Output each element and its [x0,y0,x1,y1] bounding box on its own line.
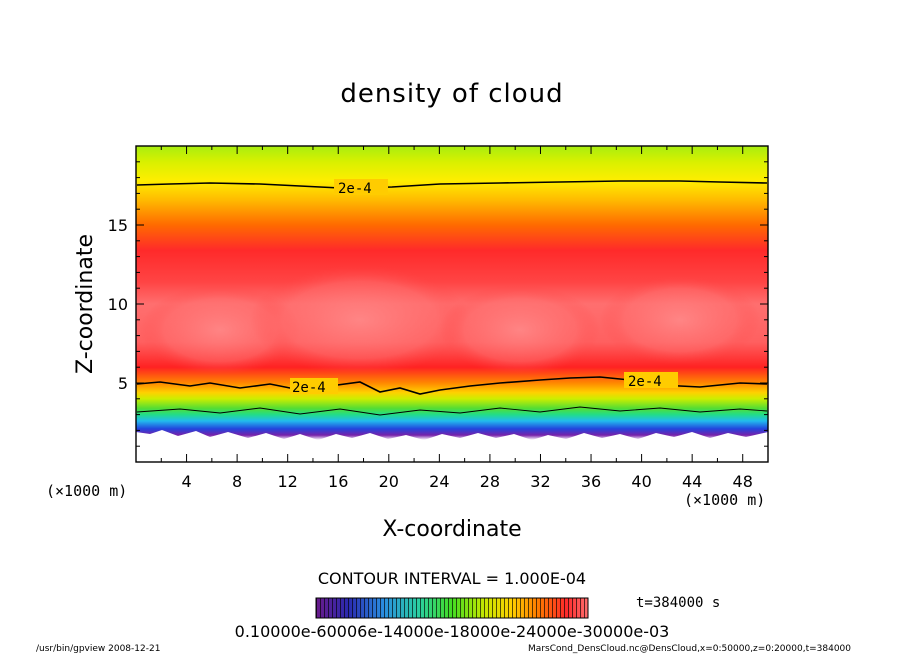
x-axis-unit-right: (×1000 m) [684,491,765,509]
time-label: t=384000 s [636,595,720,611]
y-tick-label: 15 [108,216,128,235]
y-tick-label: 5 [118,374,128,393]
x-tick-label: 4 [181,472,191,491]
x-tick-label: 8 [232,472,242,491]
plume-2 [250,265,470,375]
x-tick-label: 28 [480,472,500,491]
x-tick-label: 32 [530,472,550,491]
y-tick-label: 10 [108,295,128,314]
x-tick-label: 20 [379,472,399,491]
colorbar-tick-labels: 0.10000e-60006e-14000e-18000e-24000e-300… [235,622,670,641]
footer-left: /usr/bin/gpview 2008-12-21 [36,644,160,654]
x-axis-unit-left: (×1000 m) [46,482,127,500]
contour-label-bg-upper [334,179,388,195]
x-tick-label: 44 [682,472,702,491]
contour-label-bg-lower-2 [624,372,678,388]
x-tick-label: 40 [631,472,651,491]
y-axis-label: Z-coordinate [73,234,98,374]
contour-label-bg-lower-1 [290,378,338,394]
y-axis-ticks: 5 10 15 [108,161,768,447]
x-axis-ticks: 4 8 12 16 20 24 28 32 36 40 44 48 [160,146,753,491]
heatmap-field [136,146,768,462]
x-tick-label: 24 [429,472,449,491]
colorbar-lines [316,598,588,618]
plume-4 [600,275,760,365]
contour-label-lower-1: 2e-4 [292,380,326,396]
x-tick-label: 16 [328,472,348,491]
x-tick-label: 36 [581,472,601,491]
contour-label-upper: 2e-4 [338,181,372,197]
footer-right: MarsCond_DensCloud.nc@DensCloud,x=0:5000… [528,644,851,654]
contour-label-lower-2: 2e-4 [628,374,662,390]
contour-upper-2e-4 [136,180,768,189]
contour-lower-inner [136,406,768,416]
plume-3 [440,285,600,375]
x-axis-label: X-coordinate [382,517,521,542]
ragged-lower-edge [136,430,768,462]
x-tick-label: 48 [733,472,753,491]
contour-interval-text: CONTOUR INTERVAL = 1.000E-04 [318,569,586,588]
colorbar-frame [315,597,589,619]
chart-title: density of cloud [340,79,563,109]
x-tick-label: 12 [278,472,298,491]
